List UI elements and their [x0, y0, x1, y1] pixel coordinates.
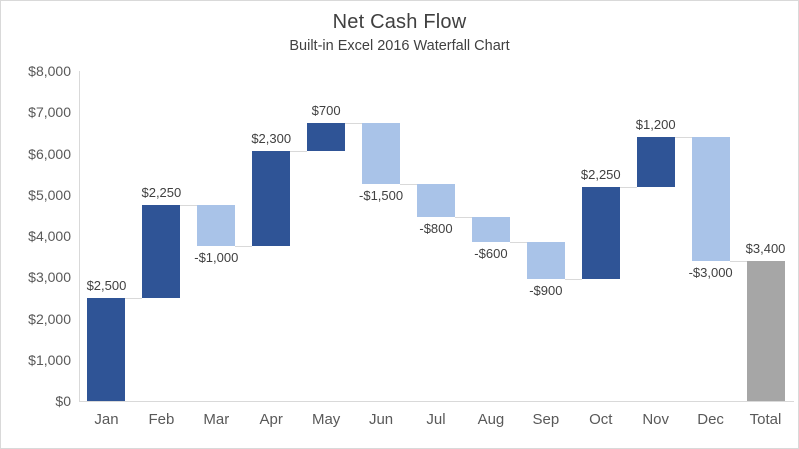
bar-label-jan: $2,500 [86, 277, 127, 293]
bar-label-nov: $1,200 [635, 117, 676, 132]
bar-label-jul: -$800 [419, 221, 453, 237]
y-axis-tick-label: $3,000 [28, 269, 71, 286]
bar-label-sep: -$900 [529, 283, 563, 299]
bar-label-oct: $2,250 [580, 166, 621, 182]
y-axis-tick-label: $8,000 [28, 63, 71, 79]
connector-jan-feb [125, 297, 143, 299]
bar-oct [581, 186, 620, 280]
x-axis-category-label: Feb [148, 411, 175, 428]
y-axis-tick-label: $5,000 [28, 186, 71, 203]
connector-aug-sep [509, 242, 527, 244]
x-axis-category-label: Oct [589, 411, 613, 428]
bar-label-apr: $2,300 [251, 131, 292, 147]
bar-label-mar: -$1,000 [194, 250, 239, 266]
bar-jan [87, 297, 126, 401]
bar-may [307, 122, 346, 152]
x-axis-category-label: Dec [697, 411, 724, 428]
x-axis-category-label: Sep [532, 411, 560, 428]
connector-mar-apr [235, 246, 253, 248]
x-axis-category-label: Aug [477, 411, 505, 428]
bar-label-total: $3,400 [745, 240, 786, 256]
bar-label-may: $700 [311, 102, 341, 118]
chart-title: Net Cash Flow [332, 11, 467, 33]
x-axis-category-label: Total [749, 411, 782, 428]
y-axis-tick-label: $1,000 [28, 351, 71, 368]
chart-subtitle: Built-in Excel 2016 Waterfall Chart [289, 38, 510, 54]
bar-feb [142, 205, 181, 298]
y-axis-tick-label: $6,000 [28, 145, 71, 162]
x-axis-category-label: Jun [368, 411, 394, 428]
bar-aug [471, 217, 510, 243]
bar-sep [526, 242, 565, 280]
bar-dec [691, 137, 730, 261]
y-axis-tick-label: $4,000 [28, 228, 71, 244]
connector-jul-aug [455, 217, 472, 219]
bar-label-feb: $2,250 [141, 185, 182, 201]
bar-apr [252, 151, 291, 247]
connector-dec-total [729, 260, 747, 262]
connector-jun-jul [400, 184, 417, 186]
connector-apr-may [290, 151, 308, 153]
y-axis-tick-label: $7,000 [28, 104, 71, 121]
connector-sep-oct [564, 279, 582, 281]
connector-feb-mar [180, 205, 198, 207]
x-axis-category-label: Jul [426, 411, 446, 428]
y-axis-tick-label: $2,000 [28, 310, 71, 327]
plot-area [79, 71, 794, 402]
x-axis-category-label: Jan [94, 411, 119, 428]
x-axis-category-label: Nov [642, 411, 670, 428]
bar-label-dec: -$3,000 [688, 264, 733, 280]
bar-label-aug: -$600 [474, 246, 508, 262]
bar-jul [417, 184, 455, 218]
x-axis-category-label: Mar [203, 411, 230, 428]
bar-label-jun: -$1,500 [359, 188, 404, 204]
connector-may-jun [345, 122, 363, 124]
connector-oct-nov [619, 186, 637, 188]
x-axis-category-label: Apr [259, 411, 283, 428]
bar-mar [197, 205, 236, 247]
bar-jun [362, 122, 401, 185]
connector-nov-dec [674, 137, 692, 138]
bar-total [746, 260, 785, 401]
x-axis-category-label: May [311, 411, 341, 428]
y-axis-tick-label: $0 [55, 393, 71, 409]
bar-nov [636, 137, 675, 187]
